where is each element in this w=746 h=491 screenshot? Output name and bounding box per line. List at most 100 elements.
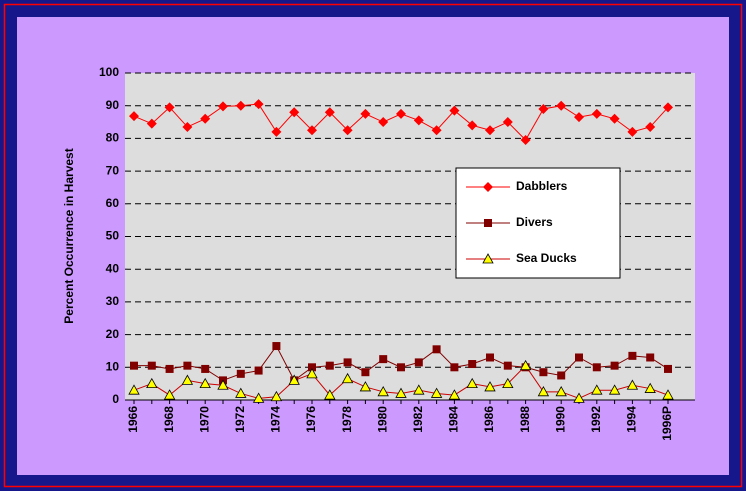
marker <box>646 353 655 362</box>
marker <box>341 372 354 384</box>
marker <box>201 364 210 373</box>
frame <box>3 3 743 488</box>
marker <box>520 135 531 146</box>
marker <box>628 351 637 360</box>
x-tick-label: 1990 <box>553 406 567 433</box>
marker <box>217 379 229 390</box>
marker <box>502 377 514 389</box>
marker <box>450 363 459 372</box>
marker <box>360 108 371 119</box>
marker <box>199 377 211 389</box>
marker <box>342 125 353 136</box>
marker <box>272 342 281 351</box>
marker <box>146 377 158 389</box>
y-tick-label: 60 <box>106 196 120 210</box>
marker <box>288 374 300 385</box>
marker <box>467 120 478 131</box>
legend-label: Dabblers <box>516 179 568 193</box>
marker <box>485 125 495 136</box>
marker <box>482 253 494 264</box>
x-tick-label: 1984 <box>447 406 461 433</box>
marker <box>378 117 389 128</box>
marker <box>430 387 443 398</box>
y-tick-label: 30 <box>106 294 120 308</box>
marker <box>379 355 388 364</box>
marker <box>609 113 620 124</box>
marker <box>395 387 407 398</box>
marker <box>308 363 316 372</box>
marker <box>539 368 548 377</box>
x-tick-label: 1996P <box>660 406 674 441</box>
marker <box>270 390 283 402</box>
marker <box>538 103 549 114</box>
marker <box>575 353 583 362</box>
marker <box>663 102 673 113</box>
marker <box>556 100 567 111</box>
marker <box>468 360 477 369</box>
y-tick-label: 70 <box>106 163 120 177</box>
marker <box>163 389 176 400</box>
marker <box>537 386 550 397</box>
y-tick-label: 20 <box>106 327 120 341</box>
marker <box>397 363 405 372</box>
marker <box>147 361 156 370</box>
marker <box>486 353 494 362</box>
x-tick-label: 1986 <box>482 406 496 433</box>
marker <box>164 102 175 113</box>
marker <box>324 107 335 118</box>
marker <box>183 361 192 370</box>
y-tick-label: 100 <box>99 65 119 79</box>
marker <box>664 364 672 373</box>
legend-label: Sea Ducks <box>516 251 577 265</box>
marker <box>574 112 584 123</box>
marker <box>252 392 265 403</box>
marker <box>519 359 532 371</box>
y-tick-label: 10 <box>106 359 120 373</box>
marker <box>414 358 423 367</box>
marker <box>236 369 245 378</box>
marker <box>218 101 228 112</box>
marker <box>608 384 621 395</box>
marker <box>254 366 263 375</box>
marker <box>200 113 211 124</box>
marker <box>502 117 513 128</box>
marker <box>413 384 425 395</box>
marker <box>307 125 317 136</box>
x-tick-label: 1966 <box>126 406 140 433</box>
x-tick-label: 1992 <box>589 406 603 433</box>
marker <box>592 363 601 372</box>
marker <box>128 384 140 395</box>
marker <box>431 125 442 136</box>
marker <box>627 126 638 137</box>
legend-label: Divers <box>516 215 553 229</box>
marker <box>289 107 300 118</box>
marker <box>466 377 478 389</box>
marker <box>573 392 585 403</box>
marker <box>662 389 674 400</box>
x-tick-label: 1972 <box>233 406 247 433</box>
marker <box>182 121 193 132</box>
y-tick-label: 80 <box>106 131 120 145</box>
marker <box>271 126 282 137</box>
marker <box>555 386 567 397</box>
y-tick-label: 40 <box>106 261 120 275</box>
marker <box>484 381 496 392</box>
marker <box>432 345 441 354</box>
marker <box>377 386 389 397</box>
marker <box>235 100 246 111</box>
marker <box>449 105 460 116</box>
x-tick-label: 1968 <box>162 406 176 433</box>
marker <box>413 115 424 126</box>
marker <box>146 118 157 129</box>
x-tick-label: 1994 <box>625 406 639 433</box>
marker <box>235 387 247 398</box>
marker <box>361 368 370 377</box>
marker <box>484 219 492 227</box>
x-tick-label: 1988 <box>518 406 532 433</box>
marker <box>644 382 656 393</box>
marker <box>557 371 566 380</box>
x-tick-label: 1978 <box>340 406 354 433</box>
x-tick-label: 1974 <box>269 406 283 433</box>
marker <box>591 384 603 395</box>
marker <box>448 389 461 400</box>
